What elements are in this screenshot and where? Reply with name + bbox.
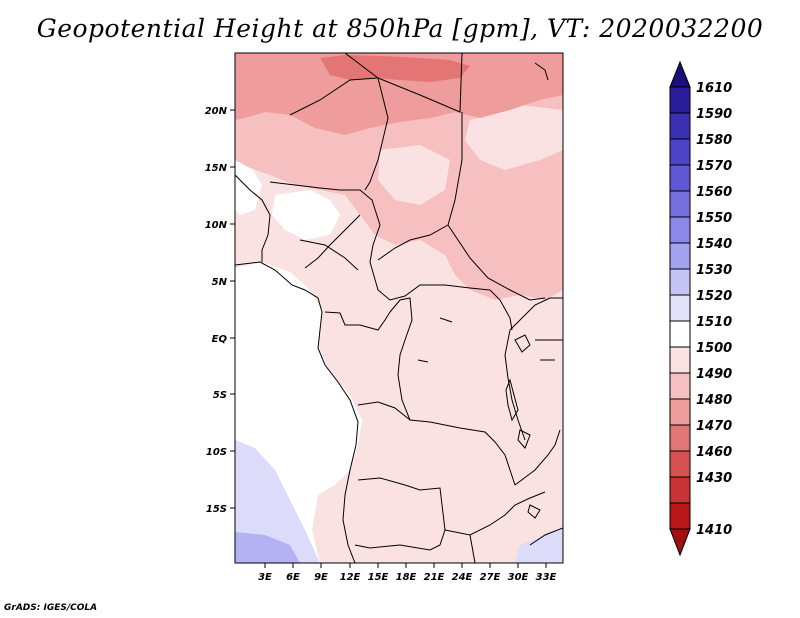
x-tick: 9E (314, 563, 328, 583)
colorbar-segment (669, 398, 691, 426)
credit-text: GrADS: IGES/COLA (4, 603, 98, 613)
height-field (235, 53, 563, 563)
colorbar-segment (669, 424, 691, 452)
colorbar-segment (669, 112, 691, 140)
colorbar-segment (669, 320, 691, 348)
x-tick-label: 18E (396, 572, 417, 583)
country-borders (235, 53, 563, 563)
x-tick-label: 21E (424, 572, 445, 583)
x-tick-label: 27E (480, 572, 501, 583)
y-tick-label: 15N (205, 163, 228, 174)
colorbar-label: 1560 (696, 185, 732, 200)
x-tick-label: 33E (536, 572, 557, 583)
colorbar-label: 1430 (696, 471, 732, 486)
x-tick-label: 24E (452, 572, 473, 583)
colorbar-bottom-arrow (669, 528, 691, 557)
y-tick: EQ (212, 334, 235, 345)
colorbar-segment (669, 164, 691, 192)
x-tick-label: 9E (314, 572, 328, 583)
y-tick-label: 15S (206, 504, 227, 515)
map-frame (234, 52, 564, 564)
colorbar-label: 1510 (696, 315, 732, 330)
x-tick: 3E (258, 563, 272, 583)
y-tick: 5S (213, 390, 235, 401)
x-tick: 21E (424, 563, 445, 583)
colorbar-segment (669, 372, 691, 400)
x-tick: 27E (480, 563, 501, 583)
colorbar-segment (669, 86, 691, 114)
colorbar-segment (669, 450, 691, 478)
colorbar-label: 1570 (696, 159, 732, 174)
x-tick: 6E (286, 563, 300, 583)
y-tick-label: EQ (212, 334, 228, 345)
x-tick-label: 6E (286, 572, 300, 583)
colorbar-label: 1580 (696, 133, 732, 148)
y-tick-label: 10N (205, 220, 228, 231)
map-title: Geopotential Height at 850hPa [gpm], VT:… (36, 14, 764, 43)
colorbar-segment (669, 268, 691, 296)
x-tick-label: 30E (508, 572, 529, 583)
y-tick: 20N (205, 106, 235, 117)
y-tick: 10N (205, 220, 235, 231)
colorbar-top-arrow (669, 60, 691, 88)
x-tick: 15E (368, 563, 389, 583)
y-tick: 10S (206, 447, 235, 458)
y-tick-label: 5N (212, 277, 228, 288)
x-tick: 30E (508, 563, 529, 583)
y-tick: 5N (212, 277, 235, 288)
colorbar-label: 1500 (696, 341, 732, 356)
colorbar-segment (669, 502, 691, 530)
y-tick-label: 20N (205, 106, 228, 117)
x-tick-label: 3E (258, 572, 272, 583)
colorbar-label: 1470 (696, 419, 732, 434)
x-tick: 12E (340, 563, 361, 583)
colorbar-segment (669, 138, 691, 166)
x-axis: 3E 6E 9E 12E 15E 18E 21E 24E (258, 563, 557, 583)
colorbar-label: 1550 (696, 211, 732, 226)
colorbar-segment (669, 242, 691, 270)
colorbar-label: 1610 (696, 81, 732, 96)
x-tick: 18E (396, 563, 417, 583)
colorbar-segment (669, 346, 691, 374)
colorbar (669, 60, 691, 557)
colorbar-label: 1540 (696, 237, 732, 252)
colorbar-segment (669, 216, 691, 244)
y-tick: 15S (206, 504, 235, 515)
x-tick-label: 15E (368, 572, 389, 583)
colorbar-label: 1530 (696, 263, 732, 278)
colorbar-label: 1490 (696, 367, 732, 382)
colorbar-segment (669, 294, 691, 322)
colorbar-label: 1520 (696, 289, 732, 304)
y-axis: 20N 15N 10N 5N EQ 5S 10S 15S (205, 106, 235, 515)
colorbar-segment (669, 190, 691, 218)
y-tick-label: 5S (213, 390, 227, 401)
colorbar-labels: 1610 1590 1580 1570 1560 1550 1540 1530 … (696, 81, 732, 538)
colorbar-label: 1480 (696, 393, 732, 408)
colorbar-label: 1460 (696, 445, 732, 460)
x-tick-label: 12E (340, 572, 361, 583)
y-tick-label: 10S (206, 447, 227, 458)
x-tick: 24E (452, 563, 473, 583)
lakes (417, 317, 541, 519)
x-tick: 33E (536, 563, 557, 583)
colorbar-label: 1590 (696, 107, 732, 122)
colorbar-segment (669, 476, 691, 504)
colorbar-label: 1410 (696, 523, 732, 538)
y-tick: 15N (205, 163, 235, 174)
